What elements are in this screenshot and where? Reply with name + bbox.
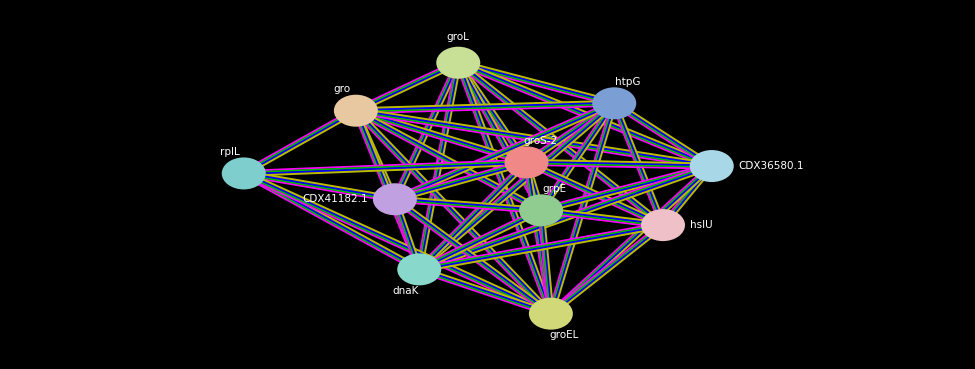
Ellipse shape: [519, 194, 564, 226]
Text: CDX41182.1: CDX41182.1: [302, 194, 368, 204]
Text: groL: groL: [447, 32, 470, 42]
Ellipse shape: [372, 183, 417, 215]
Text: grpE: grpE: [542, 183, 566, 193]
Ellipse shape: [221, 158, 266, 189]
Text: hslU: hslU: [690, 220, 713, 230]
Ellipse shape: [641, 209, 685, 241]
Text: groEL: groEL: [550, 331, 579, 341]
Text: htpG: htpG: [615, 76, 641, 86]
Text: groS-2: groS-2: [523, 135, 557, 145]
Ellipse shape: [333, 95, 378, 127]
Ellipse shape: [528, 298, 573, 330]
Ellipse shape: [397, 254, 442, 285]
Text: gro: gro: [333, 84, 351, 94]
Text: CDX36580.1: CDX36580.1: [739, 161, 804, 171]
Ellipse shape: [689, 150, 734, 182]
Ellipse shape: [592, 87, 637, 119]
Text: dnaK: dnaK: [393, 286, 419, 296]
Ellipse shape: [436, 47, 481, 79]
Text: rpIL: rpIL: [220, 146, 240, 156]
Ellipse shape: [504, 146, 549, 178]
